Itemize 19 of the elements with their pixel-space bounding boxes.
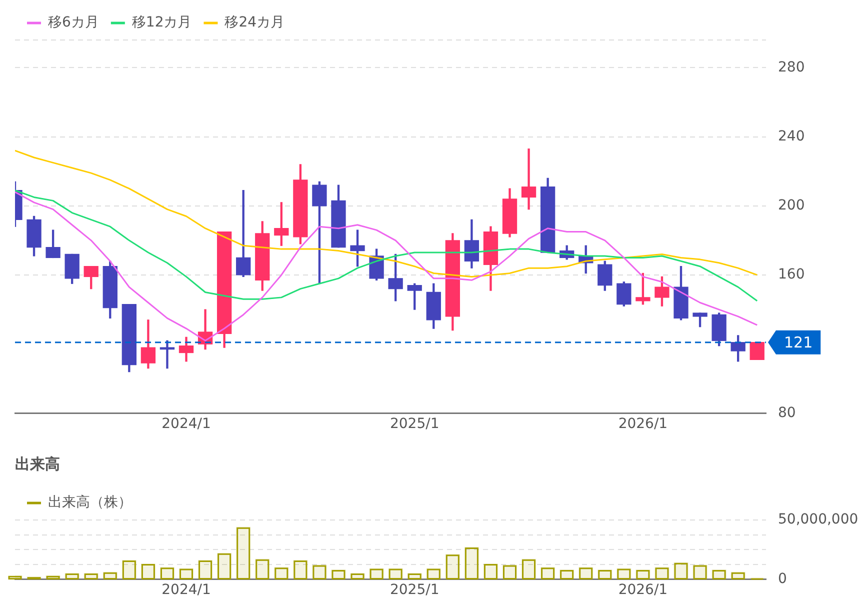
legend-label: 移24カ月 xyxy=(224,14,285,31)
legend-label: 移6カ月 xyxy=(48,14,99,31)
y-tick-label: 160 xyxy=(778,266,805,283)
y-tick-label: 200 xyxy=(778,198,805,214)
legend-label: 移12カ月 xyxy=(132,14,192,31)
y-tick-label: 0 xyxy=(778,570,787,587)
chart-title: 出来高 xyxy=(15,454,60,473)
x-tick-label: 2026/1 xyxy=(618,416,668,432)
y-tick-label: 80 xyxy=(778,404,796,421)
legend-label: 出来高（株） xyxy=(48,494,132,511)
x-tick-label: 2025/1 xyxy=(390,582,440,598)
x-tick-label: 2025/1 xyxy=(390,416,440,432)
x-tick-label: 2024/1 xyxy=(162,416,211,432)
y-tick-label: 50,000,000 xyxy=(778,512,858,528)
x-tick-label: 2024/1 xyxy=(162,582,211,598)
y-tick-label: 240 xyxy=(778,128,805,144)
ref-line-label: 121 xyxy=(784,333,813,352)
x-tick-label: 2026/1 xyxy=(618,582,668,598)
y-tick-label: 280 xyxy=(778,59,805,76)
